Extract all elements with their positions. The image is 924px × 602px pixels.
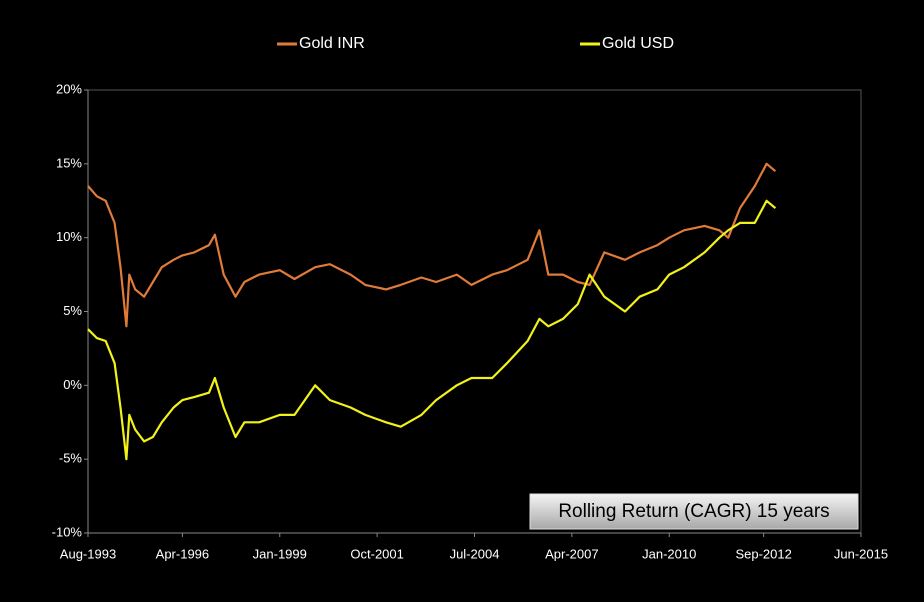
x-tick-label: Apr-2007 [545,546,598,561]
y-tick-label: 5% [63,303,82,318]
y-tick-label: -5% [59,451,83,466]
annotation-box [529,493,859,530]
y-tick-label: 15% [56,155,82,170]
data-line [87,162,777,328]
y-tick-label: 10% [56,229,82,244]
x-tick-label: Sep-2012 [735,546,791,561]
x-tick-label: Jun-2015 [834,546,888,561]
y-tick-label: -10% [52,524,83,539]
x-tick-label: Jan-1999 [253,546,307,561]
x-tick-label: Aug-1993 [60,546,116,561]
x-tick-label: Jan-2010 [642,546,696,561]
y-tick-label: 20% [56,81,82,96]
x-tick-label: Jul-2004 [450,546,500,561]
data-line [87,199,777,461]
y-tick-label: 0% [63,377,82,392]
legend-text: Gold INR [299,35,365,52]
annotation: Rolling Return (CAGR) 15 years [529,493,859,530]
x-tick-label: Apr-1996 [156,546,209,561]
annotation-text: Rolling Return (CAGR) 15 years [558,501,829,522]
plot-area [87,89,862,534]
x-tick-label: Oct-2001 [350,546,403,561]
legend-text: Gold USD [602,35,674,52]
